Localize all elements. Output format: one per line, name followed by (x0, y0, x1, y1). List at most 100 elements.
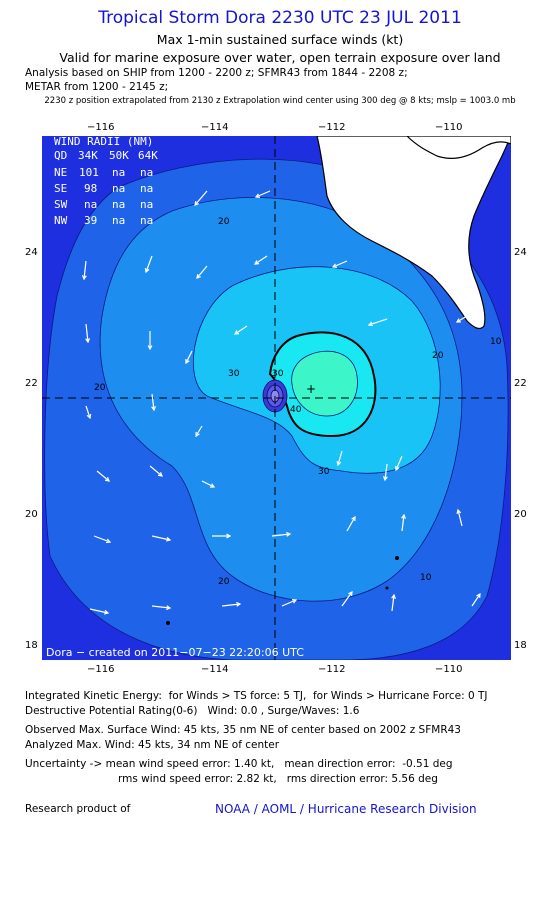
wind-arrow-head (226, 533, 232, 539)
wind-arrow (151, 535, 171, 541)
island (395, 556, 399, 560)
wind-arrow-head (157, 472, 163, 477)
wind-radii-title: WIND RADII (NM) (54, 136, 153, 148)
wind-radii-header: QD (54, 149, 67, 162)
wind-arrow (391, 594, 395, 612)
lat-tick-right: 22 (514, 378, 527, 389)
wind-radii-cell: 101 (79, 166, 99, 179)
lon-tick-bottom: −116 (87, 664, 115, 675)
lat-tick-left: 22 (25, 378, 38, 389)
wind-arrow-head (104, 477, 110, 482)
wind-arrow-head (395, 465, 400, 472)
contour-fill-core (291, 350, 358, 417)
wind-arrow-head (105, 538, 112, 544)
wind-arrow-head (85, 338, 91, 344)
wind-arrow (410, 195, 418, 213)
wind-arrow-head (367, 321, 374, 327)
analysis-metar: METAR from 1200 - 2145 z; (25, 81, 169, 93)
wind-radii-header: 64K (138, 149, 158, 162)
wind-arrow (471, 593, 481, 607)
wind-arrow (384, 463, 388, 481)
wind-arrow-head (438, 264, 444, 270)
subtitle-units: Max 1-min sustained surface winds (kt) (156, 32, 404, 47)
land-mass (316, 136, 511, 330)
wind-arrow-head (81, 275, 87, 281)
analysis-sources: Analysis based on SHIP from 1200 - 2200 … (25, 67, 408, 79)
wind-arrow (85, 405, 91, 419)
wind-arrow-head (151, 406, 157, 412)
wind-field-map: + 20 20 20 30 40 30 20 10 10 30 WIND RAD… (42, 136, 511, 660)
contour-label: 20 (94, 383, 106, 393)
wind-arrow (341, 591, 353, 607)
wind-arrow-head (331, 263, 338, 268)
wind-arrow-head (103, 609, 110, 615)
ike-line: Integrated Kinetic Energy: for Winds > T… (25, 690, 488, 702)
lat-tick-right: 20 (514, 509, 527, 520)
wind-arrow-head (166, 605, 172, 611)
mainland-coast (406, 136, 511, 159)
wind-radii-cell: na (112, 166, 125, 179)
wind-arrow-head (351, 515, 356, 522)
dpr-line: Destructive Potential Rating(0-6) Wind: … (25, 705, 360, 717)
wind-arrow (255, 190, 271, 198)
contour-label: 30 (228, 369, 240, 379)
wind-radii-cell: na (140, 214, 153, 227)
wind-arrow-head (86, 413, 92, 420)
wind-arrow (195, 425, 203, 437)
wind-arrow (83, 260, 87, 280)
wind-arrow (337, 450, 343, 466)
contour-label: 20 (218, 217, 230, 227)
wind-arrow-head (286, 531, 292, 537)
wind-radii-cell: na (112, 198, 125, 211)
wind-arrow-head (195, 431, 200, 438)
wind-radii-cell: 98 (84, 182, 97, 195)
wind-radii-cell: SE (54, 182, 67, 195)
page-title: Tropical Storm Dora 2230 UTC 23 JUL 2011 (98, 8, 462, 28)
lon-tick-top: −116 (87, 122, 115, 133)
wind-arrow (151, 605, 171, 609)
uncertainty-line: Uncertainty -> mean wind speed error: 1.… (25, 758, 453, 770)
wind-arrow-head (236, 601, 242, 607)
wind-arrow-head (391, 593, 397, 599)
lon-tick-top: −112 (318, 122, 346, 133)
wind-arrow (234, 325, 248, 335)
lon-tick-top: −114 (201, 122, 229, 133)
wind-arrow-head (401, 513, 407, 519)
map-created-footer: Dora − created on 2011−07−23 22:20:06 UT… (46, 646, 304, 659)
wind-arrow-head (348, 590, 353, 597)
wind-arrow-head (196, 273, 201, 279)
wind-radii-cell: na (140, 166, 153, 179)
wind-arrow (196, 265, 208, 279)
wind-radii-cell: na (140, 198, 153, 211)
hrd-link[interactable]: NOAA / AOML / Hurricane Research Divisio… (215, 802, 477, 816)
wind-arrow (346, 516, 356, 532)
wind-arrow (85, 323, 89, 343)
wind-arrow-head (144, 267, 150, 274)
wind-radii-cell: na (84, 198, 97, 211)
contour-label: 20 (218, 577, 230, 587)
wind-radii-table: WIND RADII (NM) QD 34K 50K 64K NE 101 na… (54, 136, 158, 227)
wind-arrow-head (336, 460, 342, 467)
contour-label: 30 (272, 369, 284, 379)
wind-radii-header: 50K (109, 149, 129, 162)
wind-arrow-head (253, 260, 260, 265)
wind-arrow-head (382, 476, 388, 482)
wind-radii-cell: 39 (84, 214, 97, 227)
wind-radii-cell: NE (54, 166, 67, 179)
wind-arrow (149, 465, 163, 477)
wind-arrow-head (455, 318, 462, 323)
lon-tick-bottom: −110 (435, 664, 463, 675)
wind-arrow-head (291, 599, 298, 604)
wind-arrow-head (409, 207, 415, 214)
wind-arrow (221, 603, 241, 607)
wind-arrow (194, 190, 208, 206)
lon-tick-bottom: −114 (201, 664, 229, 675)
wind-arrow-head (165, 536, 172, 542)
wind-arrow (457, 509, 463, 527)
wind-arrow (456, 315, 468, 323)
max-wind-marker: + (306, 382, 316, 396)
wind-arrow-head (147, 345, 153, 351)
wind-arrow-head (185, 358, 190, 365)
position-note: 2230 z position extrapolated from 2130 z… (44, 96, 516, 106)
wind-arrow (459, 169, 471, 187)
